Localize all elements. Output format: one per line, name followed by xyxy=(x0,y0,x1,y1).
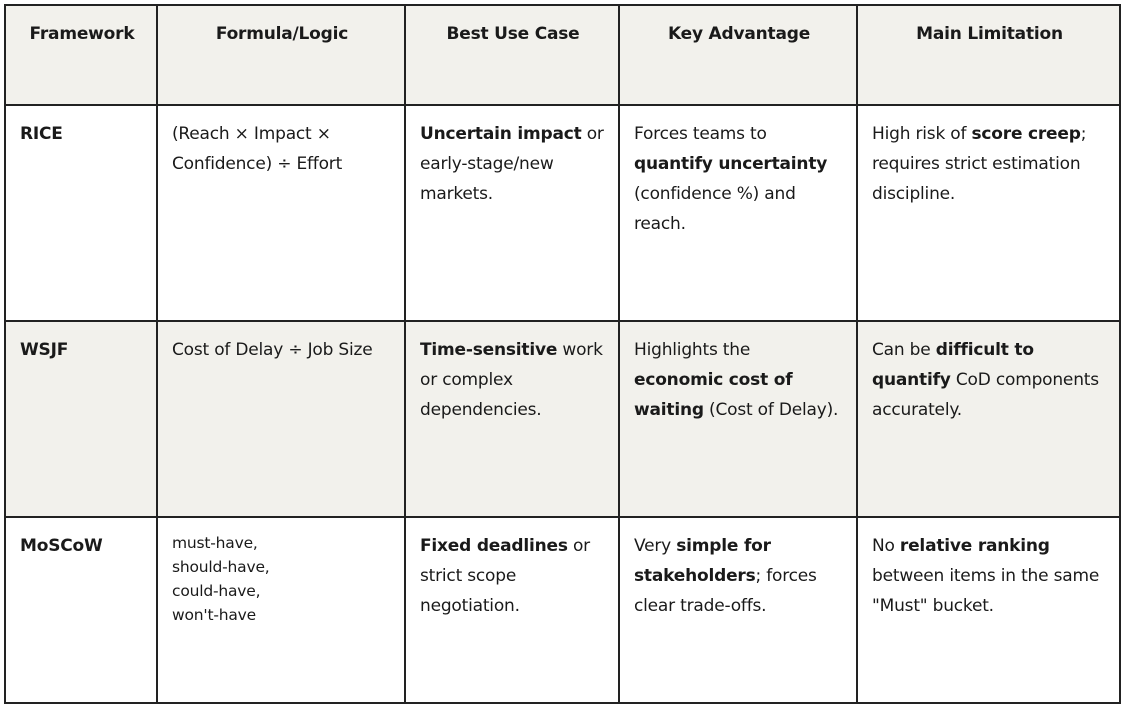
framework-comparison-table: Framework Formula/Logic Best Use Case Key A… xyxy=(4,4,1121,704)
table-row: RICE (Reach × Impact × Confidence) ÷ Effo… xyxy=(4,104,1121,322)
text: CoD components accurately. xyxy=(872,370,1099,420)
cell-key-advantage: Highlights the economic cost of waiting … xyxy=(618,320,858,518)
cell-key-advantage: Very simple for stakeholders; forces cle… xyxy=(618,516,858,704)
text: ; forces clear trade-offs. xyxy=(634,566,817,616)
cell-main-limitation: Can be difficult to quantify CoD compone… xyxy=(856,320,1121,518)
table-row: MoSCoW must-have, should-have, could-have… xyxy=(4,516,1121,704)
table-row: WSJF Cost of Delay ÷ Job Size Time-sensiti… xyxy=(4,320,1121,518)
text: Very xyxy=(634,536,677,556)
bold-text: Uncertain impact xyxy=(420,124,582,144)
text: ; requires strict estimation discipline. xyxy=(872,124,1087,204)
text: (confidence %) and reach. xyxy=(634,184,796,234)
header-key-advantage: Key Advantage xyxy=(618,4,858,106)
cell-formula: (Reach × Impact × Confidence) ÷ Effort xyxy=(156,104,406,322)
bold-text: RICE xyxy=(20,124,63,144)
bold-text: simple for stakeholders xyxy=(634,536,771,586)
bold-text: difficult to quantify xyxy=(872,340,1034,390)
bold-text: MoSCoW xyxy=(20,536,103,556)
bold-text: Time-sensitive xyxy=(420,340,558,360)
cell-formula: Cost of Delay ÷ Job Size xyxy=(156,320,406,518)
text: Can be xyxy=(872,340,936,360)
text: No xyxy=(872,536,900,556)
header-framework: Framework xyxy=(4,4,158,106)
cell-framework: MoSCoW xyxy=(4,516,158,704)
cell-framework: RICE xyxy=(4,104,158,322)
header-main-limitation: Main Limitation xyxy=(856,4,1121,106)
bold-text: quantify uncertainty xyxy=(634,154,828,174)
text: between items in the same "Must" bucket. xyxy=(872,566,1100,616)
cell-main-limitation: High risk of score creep; requires stric… xyxy=(856,104,1121,322)
text: Highlights the xyxy=(634,340,751,360)
text: (Cost of Delay). xyxy=(703,400,839,420)
cell-key-advantage: Forces teams to quantify uncertainty (co… xyxy=(618,104,858,322)
text: High risk of xyxy=(872,124,972,144)
bold-text: WSJF xyxy=(20,340,69,360)
header-formula: Formula/Logic xyxy=(156,4,406,106)
text: Forces teams to xyxy=(634,124,767,144)
bold-text: relative ranking xyxy=(899,536,1050,556)
cell-best-use-case: Time-sensitive work or complex dependenc… xyxy=(404,320,620,518)
cell-best-use-case: Uncertain impact or early-stage/new mark… xyxy=(404,104,620,322)
text: (Reach × Impact × Confidence) ÷ Effort xyxy=(172,124,343,174)
header-best-use-case: Best Use Case xyxy=(404,4,620,106)
text: Cost of Delay ÷ Job Size xyxy=(172,340,373,360)
header-row: Framework Formula/Logic Best Use Case Key A… xyxy=(4,4,1121,106)
bold-text: economic cost of waiting xyxy=(634,370,793,420)
cell-best-use-case: Fixed deadlines or strict scope negotiat… xyxy=(404,516,620,704)
bold-text: score creep xyxy=(971,124,1081,144)
cell-framework: WSJF xyxy=(4,320,158,518)
text: work or complex dependencies. xyxy=(420,340,603,420)
bold-text: Fixed deadlines xyxy=(420,536,568,556)
text: or early-stage/new markets. xyxy=(420,124,604,204)
cell-main-limitation: No relative ranking between items in the… xyxy=(856,516,1121,704)
text: or strict scope negotiation. xyxy=(420,536,590,616)
text: must-have, should-have, could-have, won'… xyxy=(172,534,270,624)
cell-formula: must-have, should-have, could-have, won'… xyxy=(156,516,406,704)
